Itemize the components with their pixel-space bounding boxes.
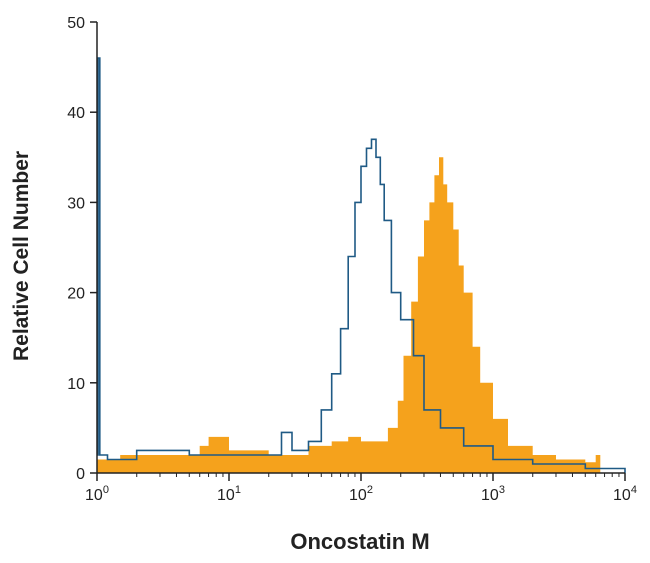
x-axis-title: Oncostatin M	[290, 529, 429, 554]
outline-histogram-series	[97, 57, 626, 473]
x-tick-label: 100	[85, 484, 109, 504]
y-axis-title: Relative Cell Number	[10, 151, 33, 361]
series-layer	[97, 57, 626, 474]
x-tick-label: 101	[217, 484, 241, 504]
y-tick-label: 40	[67, 105, 85, 122]
x-tick-label: 102	[349, 484, 373, 504]
y-tick-label: 30	[67, 195, 85, 212]
y-tick-label: 10	[67, 376, 85, 393]
y-tick-label: 0	[76, 466, 85, 483]
x-tick-label: 104	[613, 484, 637, 504]
x-tick-label: 103	[481, 484, 505, 504]
y-tick-label: 20	[67, 286, 85, 303]
filled-histogram-series	[97, 157, 601, 474]
axes-layer	[96, 22, 625, 474]
ticks-layer: 0 10 20 30 40 50 100 101 102 103 104	[67, 15, 637, 504]
y-tick-label: 50	[67, 15, 85, 32]
